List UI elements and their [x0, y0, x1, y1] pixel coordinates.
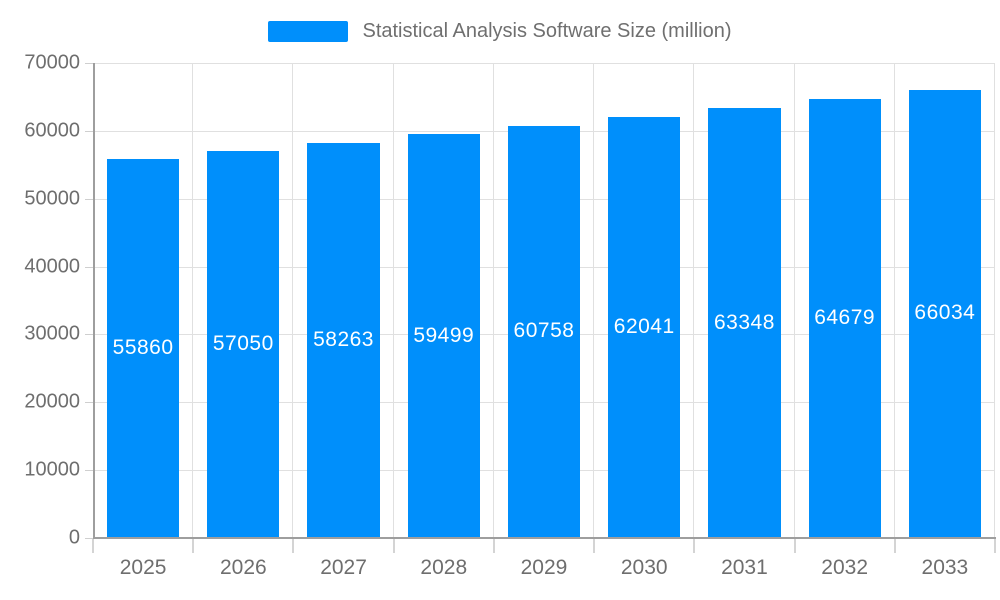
bar-value-label: 58263	[313, 327, 374, 351]
x-axis-label: 2027	[320, 556, 367, 579]
bar-value-label: 64679	[814, 306, 876, 330]
x-tick	[292, 539, 295, 553]
y-axis-label: 20000	[24, 390, 80, 413]
x-axis-label: 2031	[721, 556, 768, 579]
gridline-horizontal	[93, 63, 995, 64]
y-tick	[85, 130, 93, 132]
y-axis-label: 40000	[24, 255, 80, 278]
x-tick	[994, 539, 996, 553]
gridline-vertical	[392, 63, 394, 538]
y-tick	[85, 538, 93, 539]
bar-value-label: 60758	[513, 319, 575, 343]
legend-swatch	[268, 20, 349, 42]
bar-2032: 64679	[808, 99, 881, 537]
x-axis-label: 2026	[219, 556, 267, 579]
y-axis-label: 50000	[24, 187, 80, 210]
y-axis-label: 30000	[24, 322, 80, 345]
x-tick	[893, 539, 896, 553]
bar-2031: 63348	[708, 108, 781, 537]
bar-2025: 55860	[107, 158, 180, 537]
x-tick	[392, 539, 395, 553]
y-tick	[85, 63, 93, 64]
bar-2029: 60758	[507, 125, 581, 537]
bar-value-label: 62041	[613, 314, 675, 338]
x-tick	[793, 539, 796, 553]
bar-2026: 57050	[207, 150, 280, 537]
y-axis-label: 10000	[24, 458, 80, 481]
x-axis-line	[93, 537, 996, 539]
bar-2028: 59499	[407, 134, 480, 537]
gridline-vertical	[192, 63, 194, 538]
gridline-vertical	[292, 63, 294, 538]
bar-value-label: 57050	[212, 331, 274, 355]
y-tick	[85, 334, 93, 336]
bar-2030: 62041	[608, 117, 681, 537]
gridline-vertical	[593, 63, 595, 538]
legend-label: Statistical Analysis Software Size (mill…	[362, 19, 732, 42]
x-tick	[593, 539, 596, 553]
legend-item[interactable]: Statistical Analysis Software Size (mill…	[0, 16, 1000, 46]
x-axis-label: 2032	[821, 556, 869, 579]
bar-2027: 58263	[307, 142, 380, 537]
gridline-vertical	[893, 63, 895, 538]
y-axis-label: 70000	[24, 51, 80, 74]
x-axis-label: 2033	[921, 556, 969, 579]
gridline-vertical	[693, 63, 695, 538]
bar-2033: 66034	[908, 89, 981, 537]
y-axis-line	[93, 63, 95, 538]
y-tick	[85, 266, 93, 268]
x-tick	[492, 539, 495, 553]
bar-value-label: 59499	[413, 323, 475, 347]
gridline-vertical	[994, 63, 995, 538]
bar-value-label: 55860	[112, 335, 174, 359]
gridline-vertical	[492, 63, 494, 538]
y-tick	[85, 402, 93, 404]
y-tick	[85, 470, 93, 472]
x-tick	[92, 539, 94, 553]
bar-value-label: 63348	[713, 310, 775, 334]
x-tick	[192, 539, 195, 553]
y-tick	[85, 198, 93, 200]
x-axis-label: 2030	[620, 556, 668, 579]
bar-value-label: 66034	[914, 301, 976, 325]
x-axis-label: 2029	[520, 556, 568, 579]
x-tick	[693, 539, 696, 553]
x-axis-label: 2028	[420, 556, 468, 579]
gridline-vertical	[793, 63, 795, 538]
y-axis-label: 60000	[24, 119, 80, 142]
x-axis-label: 2025	[119, 556, 167, 579]
y-axis-label: 0	[68, 526, 80, 549]
